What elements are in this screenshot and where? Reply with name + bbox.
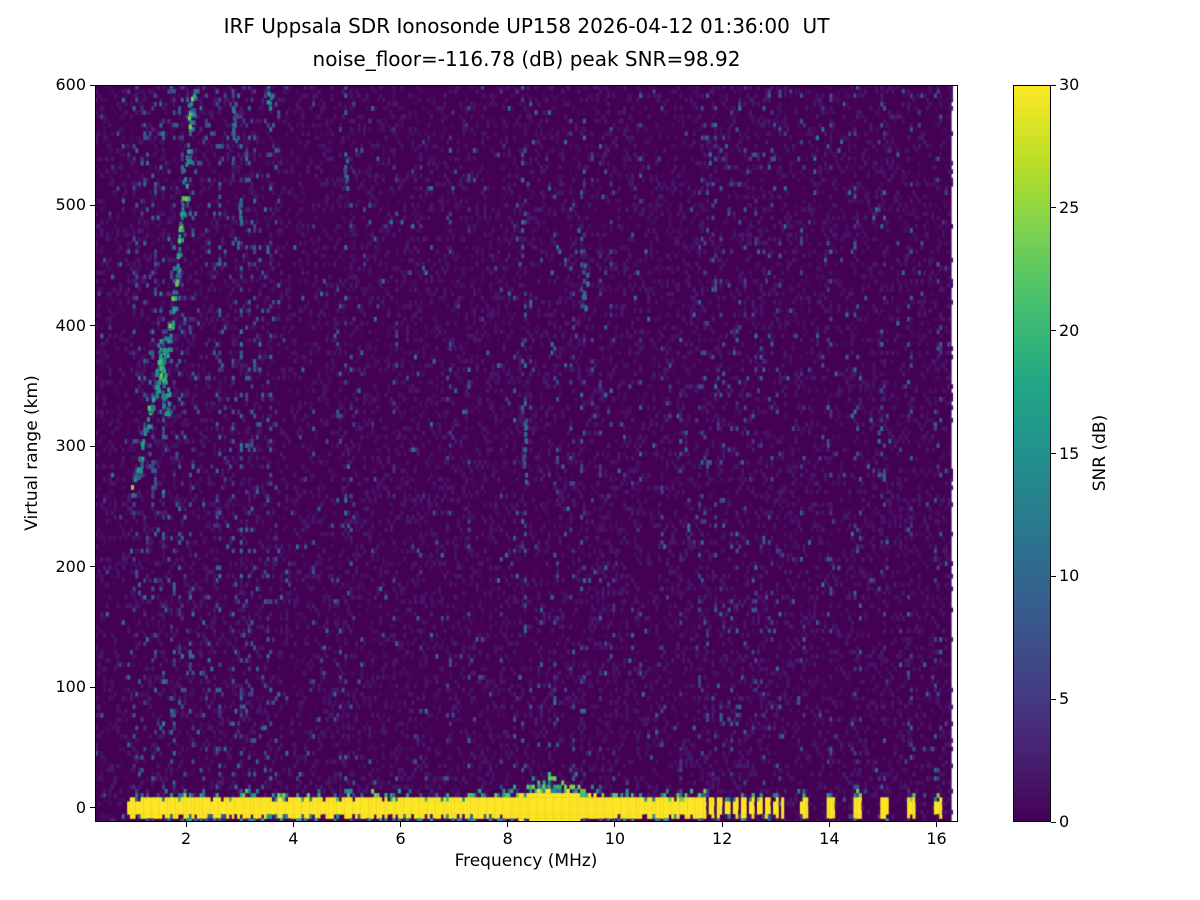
colorbar-tick-mark xyxy=(1051,698,1056,700)
ionogram-heatmap-canvas xyxy=(95,85,958,822)
colorbar-canvas xyxy=(1013,85,1051,822)
y-tick-label: 400 xyxy=(55,315,86,335)
y-tick-mark xyxy=(90,204,95,206)
colorbar-tick-label: 30 xyxy=(1059,75,1080,94)
x-tick-label: 10 xyxy=(604,829,626,848)
y-tick-mark xyxy=(90,445,95,447)
x-tick-label: 16 xyxy=(926,829,947,848)
y-tick-label: 200 xyxy=(55,556,86,576)
y-axis-label: Virtual range (km) xyxy=(22,375,42,531)
x-tick-label: 4 xyxy=(288,829,299,848)
x-tick-label: 6 xyxy=(395,829,406,848)
colorbar-tick-mark xyxy=(1051,207,1056,209)
x-tick-mark xyxy=(828,822,830,827)
colorbar-tick-label: 0 xyxy=(1059,812,1070,831)
colorbar-tick-mark xyxy=(1051,821,1056,823)
x-tick-mark xyxy=(400,822,402,827)
y-tick-mark xyxy=(90,566,95,568)
y-tick-mark xyxy=(90,84,95,86)
x-tick-label: 12 xyxy=(711,829,733,848)
colorbar-tick-label: 10 xyxy=(1059,566,1080,586)
colorbar-tick-label: 5 xyxy=(1059,689,1070,709)
colorbar-tick-mark xyxy=(1051,575,1056,577)
x-tick-mark xyxy=(292,822,294,827)
colorbar-tick-mark xyxy=(1051,453,1056,454)
chart-subtitle: noise_floor=-116.78 (dB) peak SNR=98.92 xyxy=(312,47,741,71)
y-tick-label: 600 xyxy=(55,75,86,94)
colorbar-tick-label: 20 xyxy=(1059,320,1080,340)
x-tick-mark xyxy=(614,822,616,827)
colorbar-tick-label: 25 xyxy=(1059,197,1080,217)
x-tick-label: 2 xyxy=(181,829,192,848)
x-tick-mark xyxy=(721,822,723,827)
y-tick-mark xyxy=(90,807,95,809)
y-tick-mark xyxy=(90,325,95,327)
x-tick-mark xyxy=(507,822,509,827)
chart-title: IRF Uppsala SDR Ionosonde UP158 2026-04-… xyxy=(223,14,830,38)
y-tick-mark xyxy=(90,686,95,688)
y-tick-label: 100 xyxy=(55,677,86,697)
x-tick-mark xyxy=(185,822,187,827)
x-axis-label: Frequency (MHz) xyxy=(454,851,598,871)
colorbar-tick-label: 15 xyxy=(1059,443,1080,463)
y-tick-label: 500 xyxy=(55,195,86,215)
colorbar-tick-mark xyxy=(1051,330,1056,332)
x-tick-label: 14 xyxy=(819,829,840,848)
y-tick-label: 0 xyxy=(75,797,86,817)
colorbar-tick-mark xyxy=(1051,84,1056,86)
colorbar-label: SNR (dB) xyxy=(1090,414,1110,492)
x-tick-label: 8 xyxy=(502,829,513,848)
y-tick-label: 300 xyxy=(55,436,86,456)
x-tick-mark xyxy=(936,822,938,827)
